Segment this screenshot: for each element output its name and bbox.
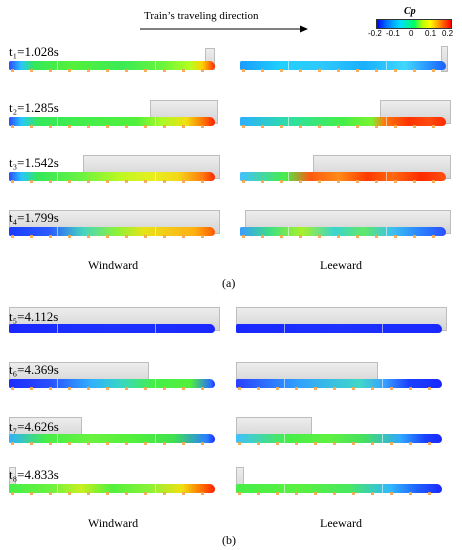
leeward-panel-t6 — [236, 362, 447, 400]
time-label: t₅=4.112s — [9, 309, 59, 324]
windward-panel-t4 — [9, 210, 220, 248]
leeward-panel-t8 — [236, 467, 447, 505]
direction-header: Train’s traveling direction — [140, 10, 310, 34]
time-label: t₇=4.626s — [9, 419, 59, 434]
subfigure-label: (b) — [222, 533, 236, 547]
windward-panel-t5 — [9, 307, 220, 345]
windward-panel-t7 — [9, 417, 220, 455]
time-label: t₁=1.028s — [9, 44, 59, 59]
leeward-panel-t1 — [240, 44, 451, 82]
subfigure-label: (a) — [222, 276, 236, 290]
leeward-panel-t7 — [236, 417, 447, 455]
windward-label: Windward — [88, 516, 139, 530]
direction-arrow-icon — [140, 25, 308, 33]
time-label: t₆=4.369s — [9, 362, 59, 377]
colorbar-tick: 0 — [409, 29, 414, 38]
windward-panel-t1 — [9, 44, 220, 82]
colorbar: Cp -0.2 -0.1 0 0.1 0.2 — [368, 6, 458, 38]
leeward-label: Leeward — [320, 516, 362, 530]
time-label: t₈=4.833s — [9, 467, 59, 482]
windward-label: Windward — [88, 258, 139, 272]
windward-panel-t8 — [9, 467, 220, 505]
colorbar-tick: 0.2 — [442, 29, 454, 38]
time-label: t₂=1.285s — [9, 100, 59, 115]
leeward-panel-t3 — [240, 155, 451, 193]
colorbar-tick: -0.2 — [368, 29, 382, 38]
colorbar-tick: 0.1 — [425, 29, 437, 38]
colorbar-title: Cp — [404, 6, 416, 17]
direction-label: Train’s traveling direction — [144, 10, 259, 22]
windward-panel-t2 — [9, 100, 220, 138]
windward-panel-t3 — [9, 155, 220, 193]
leeward-panel-t2 — [240, 100, 451, 138]
colorbar-tick: -0.1 — [386, 29, 400, 38]
windward-panel-t6 — [9, 362, 220, 400]
leeward-label: Leeward — [320, 258, 362, 272]
leeward-panel-t4 — [240, 210, 451, 248]
time-label: t₃=1.542s — [9, 155, 59, 170]
time-label: t₄=1.799s — [9, 210, 59, 225]
leeward-panel-t5 — [236, 307, 447, 345]
colorbar-gradient — [376, 19, 452, 29]
